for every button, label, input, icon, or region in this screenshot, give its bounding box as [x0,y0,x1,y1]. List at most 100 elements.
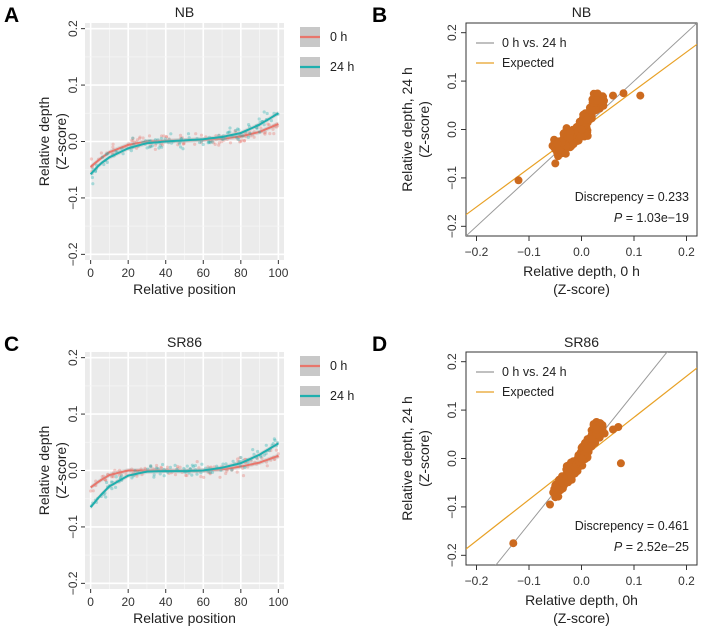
x-axis-label: Relative position [133,610,236,626]
data-point [265,111,269,116]
data-point [165,465,169,469]
data-point [224,471,228,476]
data-point [91,182,95,186]
data-point [94,479,98,483]
data-point [552,483,561,492]
data-point [195,460,199,464]
x-tick-label: 60 [197,266,211,280]
data-point [149,464,153,468]
data-point [199,133,204,137]
data-point [235,470,239,474]
data-point [265,464,269,468]
data-point [262,123,266,127]
data-point [239,455,243,460]
data-point [259,455,263,459]
x-tick-label: 20 [121,595,135,609]
data-point [636,91,645,100]
x-tick-label: 0.0 [573,574,590,588]
data-point [272,437,276,441]
data-point [109,480,114,484]
data-point [252,135,256,139]
x-axis-label: Relative depth, 0h [525,592,638,608]
data-point [148,139,152,143]
data-point [239,133,243,137]
legend-label: Expected [502,56,554,70]
data-point [256,449,260,454]
y-axis-label: (Z-score) [53,113,69,170]
data-point [103,478,108,482]
data-point [173,473,178,477]
data-point [241,466,245,470]
panel-b: B NB −0.2 −0.1 0.0 0.1 0.2 −0.2 −0.1 0.0 0.1 0.2 Rel… [372,4,698,297]
data-point [207,140,211,144]
data-point [105,160,109,164]
data-point [131,136,135,140]
data-point [135,474,139,478]
data-point [246,135,250,139]
data-point [228,141,233,145]
y-tick-label: 0.2 [66,20,80,37]
data-point [158,144,162,148]
data-point [145,146,149,150]
data-point [209,465,213,469]
data-point [582,115,591,124]
data-point [569,140,578,148]
data-point [237,128,241,132]
plot-area [466,352,697,565]
data-point [179,137,184,141]
data-point [217,143,221,147]
data-point [159,142,163,146]
data-point [184,473,188,477]
data-point [111,475,116,479]
data-point [164,135,168,139]
panel-title: NB [572,4,591,20]
legend-label: 24 h [330,389,354,403]
data-point [118,468,122,472]
y-tick-label: 0.1 [66,76,80,93]
legend-label: 0 h [330,30,347,44]
data-point [260,456,264,460]
data-point [274,448,278,452]
data-point [120,474,124,478]
data-point [242,139,246,143]
data-point [131,139,135,143]
data-point [180,136,184,140]
data-point [138,136,142,140]
data-point [199,140,203,145]
data-point [262,131,266,135]
x-tick-label: 0 [87,595,94,609]
p-value: = 2.52e−25 [622,540,689,554]
data-point [242,139,246,143]
data-point [111,145,115,149]
data-point [206,465,210,469]
data-point [178,133,183,137]
data-point [577,454,586,463]
data-point [153,143,158,147]
panel-letter: D [372,333,387,356]
data-point [187,136,191,140]
data-point [91,489,95,493]
data-point [206,470,210,474]
data-point [176,464,180,469]
data-point [255,457,259,461]
data-point [113,468,117,472]
y-tick-label: 0.2 [445,353,459,370]
x-tick-label: 100 [268,266,288,280]
data-point [167,137,171,141]
data-point [233,129,237,133]
panel-title: NB [175,4,194,20]
data-point [273,438,277,442]
data-point [105,480,109,485]
data-point [588,106,596,115]
discrepency-annotation: Discrepency = 0.461 [575,519,689,533]
data-point [272,111,276,115]
data-point [90,175,94,180]
data-point [181,142,186,146]
data-point [169,132,173,136]
panel-title: SR86 [167,334,202,350]
panel-d: D SR86 −0.2 −0.1 0.0 0.1 0.2 −0.2 −0.1 0.0 0.1 0.2 R… [372,333,698,626]
data-point [114,475,118,479]
data-point [157,146,161,150]
y-axis-label: Relative depth, 24 h [399,67,415,192]
data-point [564,467,573,476]
